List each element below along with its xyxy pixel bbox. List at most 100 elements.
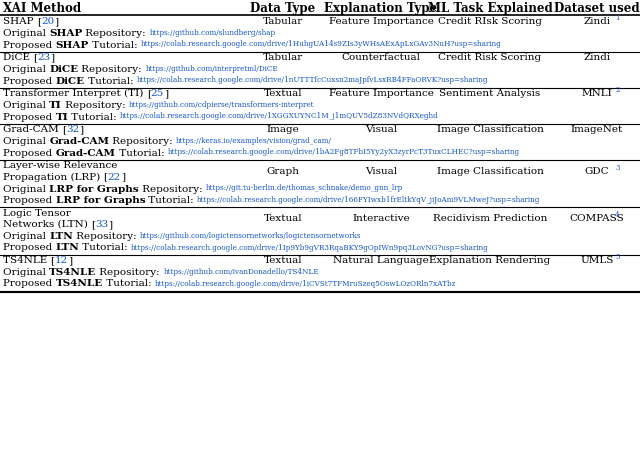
- Text: Visual: Visual: [365, 125, 397, 134]
- Text: DiCE: DiCE: [3, 53, 33, 62]
- Text: ]: ]: [51, 53, 55, 62]
- Text: Original: Original: [3, 232, 49, 241]
- Text: Original: Original: [3, 29, 49, 38]
- Text: https://colab.research.google.com/drive/166FYIwxb1frEltkYqV_jiJoAm9VLMweJ?usp=sh: https://colab.research.google.com/drive/…: [197, 196, 540, 204]
- Text: DiCE: DiCE: [49, 65, 78, 74]
- Text: [: [: [147, 89, 151, 98]
- Text: Sentiment Analysis: Sentiment Analysis: [440, 89, 541, 98]
- Text: Proposed: Proposed: [3, 77, 56, 85]
- Text: Proposed: Proposed: [3, 112, 56, 122]
- Text: Feature Importance: Feature Importance: [328, 89, 433, 98]
- Text: 22: 22: [108, 173, 121, 181]
- Text: Repository:: Repository:: [62, 101, 129, 110]
- Text: https://colab.research.google.com/drive/1HuhgUA14s9ZIs3yWHsAExApLxGAv3NuH?usp=sh: https://colab.research.google.com/drive/…: [141, 40, 501, 49]
- Text: Original: Original: [3, 137, 49, 146]
- Text: MNLI: MNLI: [582, 89, 612, 98]
- Text: TI: TI: [49, 101, 62, 110]
- Text: [: [: [36, 17, 41, 26]
- Text: [: [: [51, 256, 54, 265]
- Text: LRP for Graphs: LRP for Graphs: [49, 185, 139, 194]
- Text: Natural Language: Natural Language: [333, 256, 429, 265]
- Text: TS4NLE: TS4NLE: [49, 268, 97, 277]
- Text: Tutorial:: Tutorial:: [145, 196, 197, 205]
- Text: Layer-wise Relevance: Layer-wise Relevance: [3, 161, 117, 170]
- Text: Networks (LTN): Networks (LTN): [3, 220, 91, 229]
- Text: COMPASS: COMPASS: [570, 214, 625, 223]
- Text: LTN: LTN: [49, 232, 73, 241]
- Text: SHAP: SHAP: [56, 40, 89, 50]
- Text: Explanation Type: Explanation Type: [324, 2, 438, 15]
- Text: Repository:: Repository:: [139, 185, 205, 194]
- Text: GDC: GDC: [585, 167, 609, 176]
- Text: Visual: Visual: [365, 167, 397, 176]
- Text: Tabular: Tabular: [263, 17, 303, 26]
- Text: [: [: [91, 220, 95, 229]
- Text: Grad-CAM: Grad-CAM: [56, 149, 115, 157]
- Text: ]: ]: [68, 256, 72, 265]
- Text: https://colab.research.google.com/drive/1Ip9Yb9gVR3RqaBKY9gOpIWn9pq3LovNG?usp=sh: https://colab.research.google.com/drive/…: [131, 244, 489, 252]
- Text: Repository:: Repository:: [83, 29, 149, 38]
- Text: Zindi: Zindi: [584, 53, 611, 62]
- Text: 3: 3: [615, 164, 620, 172]
- Text: Graph: Graph: [266, 167, 300, 176]
- Text: https://git.tu-berlin.de/thomas_schnake/demo_gnn_lrp: https://git.tu-berlin.de/thomas_schnake/…: [205, 185, 403, 192]
- Text: TI: TI: [56, 112, 68, 122]
- Text: 33: 33: [95, 220, 109, 229]
- Text: ]: ]: [121, 173, 125, 181]
- Text: [: [: [62, 125, 66, 134]
- Text: LTN: LTN: [56, 244, 79, 252]
- Text: Textual: Textual: [264, 89, 302, 98]
- Text: Textual: Textual: [264, 256, 302, 265]
- Text: Textual: Textual: [264, 214, 302, 223]
- Text: Proposed: Proposed: [3, 40, 56, 50]
- Text: 25: 25: [151, 89, 164, 98]
- Text: Recidivism Prediction: Recidivism Prediction: [433, 214, 547, 223]
- Text: https://colab.research.google.com/drive/1iCVSt7TFMruSzeq5OswLOzORln7xATbz: https://colab.research.google.com/drive/…: [155, 280, 456, 287]
- Text: Original: Original: [3, 268, 49, 277]
- Text: 4: 4: [615, 211, 620, 219]
- Text: https://github.com/logictensornetworks/logictensornetworks: https://github.com/logictensornetworks/l…: [140, 232, 362, 240]
- Text: Tutorial:: Tutorial:: [103, 280, 155, 289]
- Text: Tutorial:: Tutorial:: [89, 40, 141, 50]
- Text: Tutorial:: Tutorial:: [68, 112, 120, 122]
- Text: ]: ]: [54, 17, 58, 26]
- Text: ImageNet: ImageNet: [571, 125, 623, 134]
- Text: Proposed: Proposed: [3, 149, 56, 157]
- Text: Repository:: Repository:: [78, 65, 145, 74]
- Text: Data Type: Data Type: [250, 2, 316, 15]
- Text: SHAP: SHAP: [49, 29, 83, 38]
- Text: [: [: [104, 173, 108, 181]
- Text: Credit Risk Scoring: Credit Risk Scoring: [438, 53, 541, 62]
- Text: 2: 2: [615, 86, 620, 94]
- Text: Grad-CAM: Grad-CAM: [3, 125, 62, 134]
- Text: Proposed: Proposed: [3, 196, 56, 205]
- Text: 23: 23: [37, 53, 51, 62]
- Text: Dataset used: Dataset used: [554, 2, 640, 15]
- Text: TS4NLE: TS4NLE: [56, 280, 103, 289]
- Text: ]: ]: [164, 89, 168, 98]
- Text: Transformer Interpret (TI): Transformer Interpret (TI): [3, 89, 147, 98]
- Text: Grad-CAM: Grad-CAM: [49, 137, 109, 146]
- Text: https://colab.research.google.com/drive/1nUTTTfcCuxsn2maJpfvLsxRB4FFaORVK?usp=sh: https://colab.research.google.com/drive/…: [136, 77, 488, 84]
- Text: Original: Original: [3, 185, 49, 194]
- Text: UMLS: UMLS: [580, 256, 614, 265]
- Text: Image Classification: Image Classification: [436, 167, 543, 176]
- Text: ]: ]: [79, 125, 83, 134]
- Text: Explanation Rendering: Explanation Rendering: [429, 256, 550, 265]
- Text: Repository:: Repository:: [109, 137, 176, 146]
- Text: Counterfactual: Counterfactual: [342, 53, 420, 62]
- Text: Image Classification: Image Classification: [436, 125, 543, 134]
- Text: Repository:: Repository:: [73, 232, 140, 241]
- Text: Original: Original: [3, 65, 49, 74]
- Text: 32: 32: [66, 125, 79, 134]
- Text: Interactive: Interactive: [352, 214, 410, 223]
- Text: 5: 5: [615, 253, 620, 261]
- Text: Repository:: Repository:: [97, 268, 163, 277]
- Text: Original: Original: [3, 101, 49, 110]
- Text: Feature Importance: Feature Importance: [328, 17, 433, 26]
- Text: 12: 12: [54, 256, 68, 265]
- Text: Proposed: Proposed: [3, 280, 56, 289]
- Text: Logic Tensor: Logic Tensor: [3, 208, 71, 218]
- Text: Tabular: Tabular: [263, 53, 303, 62]
- Text: Credit RIsk Scoring: Credit RIsk Scoring: [438, 17, 542, 26]
